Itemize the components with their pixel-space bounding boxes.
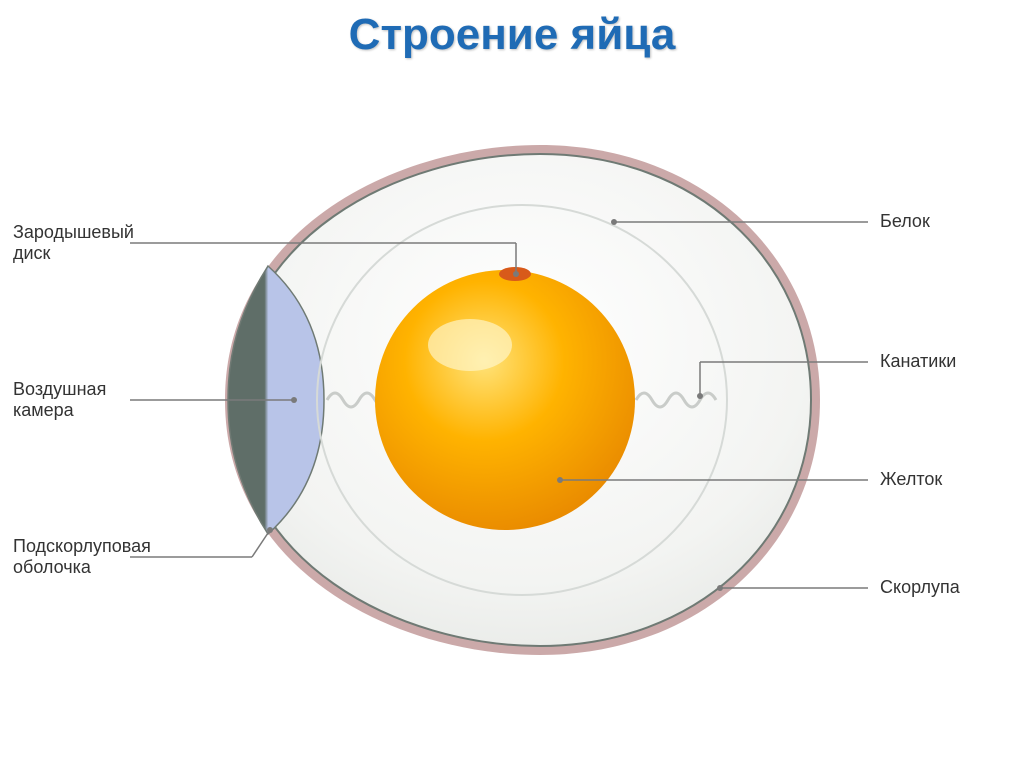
label-aircell: Воздушная камера <box>13 379 106 421</box>
callout-line2-membrane <box>252 530 270 557</box>
callout-dot-yolk <box>557 477 563 483</box>
callout-dot-shell <box>717 585 723 591</box>
label-albumen: Белок <box>880 211 930 232</box>
label-chalaza: Канатики <box>880 351 956 372</box>
yolk-highlight <box>428 319 512 371</box>
callout-dot-chalaza <box>697 393 703 399</box>
label-germinal: Зародышевый диск <box>13 222 134 264</box>
label-membrane: Подскорлуповая оболочка <box>13 536 151 578</box>
callout-dot-albumen <box>611 219 617 225</box>
callout-dot-germinal <box>513 271 519 277</box>
label-shell: Скорлупа <box>880 577 960 598</box>
callout-dot-aircell <box>291 397 297 403</box>
label-yolk: Желток <box>880 469 942 490</box>
yolk <box>375 270 635 530</box>
diagram-canvas: Строение яйца <box>0 0 1024 767</box>
egg-diagram-svg <box>0 0 1024 767</box>
callout-dot-membrane <box>267 527 273 533</box>
